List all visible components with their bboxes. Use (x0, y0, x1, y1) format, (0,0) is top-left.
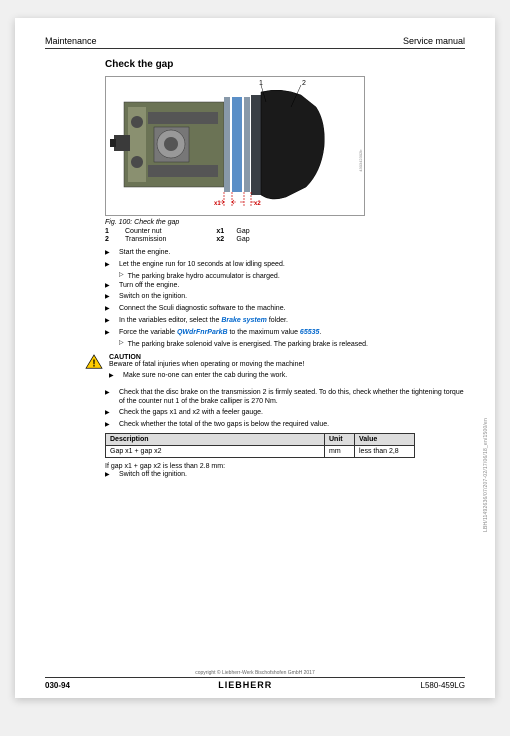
final-cond: If gap x1 + gap x2 is less than 2.8 mm: (105, 463, 465, 470)
legend-val: Gap (236, 236, 249, 243)
link-text: 65535 (300, 329, 319, 336)
figure-side-code: 430342302b (358, 150, 363, 172)
svg-text:1: 1 (259, 80, 263, 87)
figure-caption: Fig. 100: Check the gap (105, 219, 465, 226)
legend-val: Gap (236, 228, 249, 235)
header: Maintenance Service manual (45, 36, 465, 49)
figure: 1 2 x1 x2 430342302b (105, 76, 365, 216)
link-text: Brake system (221, 317, 267, 324)
caution-content: CAUTION Beware of fatal injuries when op… (109, 354, 304, 383)
header-left: Maintenance (45, 36, 97, 46)
bullet-icon (105, 420, 113, 430)
steps-list: Start the engine. Let the engine run for… (105, 248, 465, 349)
model: L580-459LG (421, 681, 465, 690)
step-text: Start the engine. (119, 248, 170, 258)
section-title: Check the gap (105, 59, 465, 70)
svg-text:2: 2 (302, 80, 306, 87)
bullet-icon (105, 292, 113, 302)
bullet-icon (105, 281, 113, 291)
step-text: Let the engine run for 10 seconds at low… (119, 260, 285, 270)
step-text: Connect the Sculi diagnostic software to… (119, 304, 286, 314)
table-header: Unit (325, 434, 355, 446)
step-text: Check the gaps x1 and x2 with a feeler g… (119, 408, 263, 418)
warning-icon: ! (85, 354, 103, 370)
caution-text: Beware of fatal injuries when operating … (109, 361, 304, 368)
sub-text: The parking brake solenoid valve is ener… (128, 340, 368, 349)
step-text: In the variables editor, select the Brak… (119, 316, 288, 326)
brand: LIEBHERR (218, 680, 272, 690)
legend-key: 2 (105, 236, 117, 243)
bullet-icon (105, 260, 113, 270)
sub-text: The parking brake hydro accumulator is c… (128, 272, 280, 281)
legend-key: x2 (216, 236, 228, 243)
bullet-icon (105, 388, 113, 406)
caution-action: Make sure no-one can enter the cab durin… (123, 371, 287, 381)
link-text: QWdrFnrParkB (177, 329, 228, 336)
step-text: Check that the disc brake on the transmi… (119, 388, 465, 406)
legend-val: Transmission (125, 236, 166, 243)
bullet-icon (105, 316, 113, 326)
figure-svg: 1 2 x1 x2 (106, 77, 365, 216)
steps-list-2: Check that the disc brake on the transmi… (105, 388, 465, 430)
bullet-icon (109, 371, 117, 381)
step-text: Force the variable QWdrFnrParkB to the m… (119, 328, 321, 338)
table-header: Value (355, 434, 415, 446)
bullet-icon (105, 328, 113, 338)
final-action: Switch off the ignition. (119, 470, 187, 480)
bullet-icon (105, 408, 113, 418)
legend-key: x1 (216, 228, 228, 235)
gap-table: DescriptionUnitValue Gap x1 + gap x2mmle… (105, 433, 415, 458)
side-text: LBH/11492636/07/207-02/17/06/18_en/1500/… (483, 418, 489, 532)
table-cell: less than 2,8 (355, 446, 415, 458)
legend-val: Counter nut (125, 228, 162, 235)
bullet-icon (105, 248, 113, 258)
step-text: Check whether the total of the two gaps … (119, 420, 329, 430)
bullet-icon (105, 470, 113, 480)
bullet-icon (105, 304, 113, 314)
legend-key: 1 (105, 228, 117, 235)
final-block: If gap x1 + gap x2 is less than 2.8 mm: … (105, 463, 465, 480)
footer: 030-94 LIEBHERR L580-459LG (45, 677, 465, 690)
table-cell: mm (325, 446, 355, 458)
step-text: Turn off the engine. (119, 281, 179, 291)
copyright: copyright © Liebherr-Werk Bischofshofen … (15, 670, 495, 676)
header-right: Service manual (403, 36, 465, 46)
caution-box: ! CAUTION Beware of fatal injuries when … (85, 354, 465, 383)
page-number: 030-94 (45, 681, 70, 690)
legend: 1 Counter nut 2 Transmission x1 Gap x2 Gap (105, 228, 465, 243)
step-text: Switch on the ignition. (119, 292, 187, 302)
table-cell: Gap x1 + gap x2 (106, 446, 325, 458)
svg-text:x2: x2 (254, 201, 261, 207)
caution-title: CAUTION (109, 354, 304, 361)
table-header: Description (106, 434, 325, 446)
page: Maintenance Service manual Check the gap… (15, 18, 495, 698)
svg-text:!: ! (92, 358, 95, 369)
